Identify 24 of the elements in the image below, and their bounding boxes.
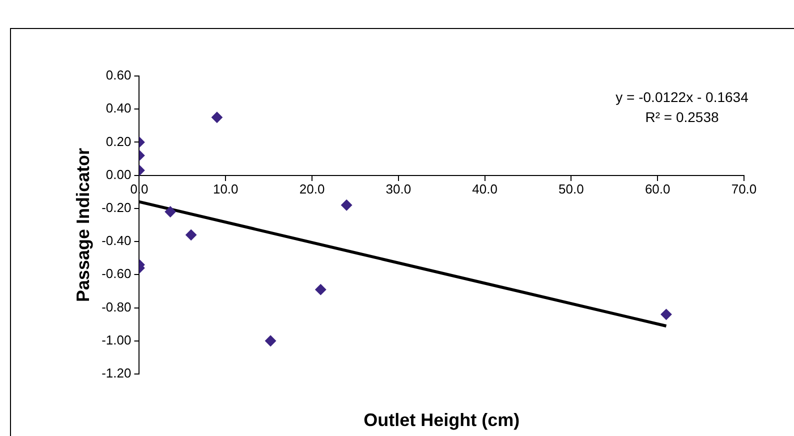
- x-tick-label: 10.0: [212, 182, 238, 197]
- y-tick-label: -0.20: [102, 200, 132, 216]
- x-tick-label: 20.0: [299, 182, 325, 197]
- x-tick-label: 70.0: [731, 182, 757, 197]
- x-axis-title: Outlet Height (cm): [364, 410, 520, 430]
- x-tick-label: 40.0: [472, 182, 498, 197]
- point: [315, 284, 326, 296]
- y-axis-title: Passage Indicator: [72, 148, 93, 302]
- y-tick-label: -1.20: [102, 366, 132, 381]
- x-tick-label: 60.0: [644, 182, 670, 197]
- y-tick-label: -0.80: [102, 299, 132, 314]
- point: [265, 335, 276, 346]
- x-tick-label: 50.0: [558, 182, 584, 197]
- y-tick-label: 0.60: [106, 68, 132, 83]
- annotation: y = -0.0122x - 0.1634: [616, 89, 749, 105]
- y-tick-label: 0.00: [106, 166, 132, 182]
- y-tick-label: -0.40: [102, 233, 132, 248]
- y-tick-label: -1.00: [102, 332, 132, 348]
- y-tick-label: 0.20: [106, 134, 132, 149]
- x-tick-label: 30.0: [386, 182, 412, 197]
- y-tick-label: -0.60: [102, 266, 132, 282]
- annotation: R² = 0.2538: [645, 109, 719, 125]
- point: [341, 200, 352, 211]
- y-tick-label: 0.40: [106, 100, 132, 116]
